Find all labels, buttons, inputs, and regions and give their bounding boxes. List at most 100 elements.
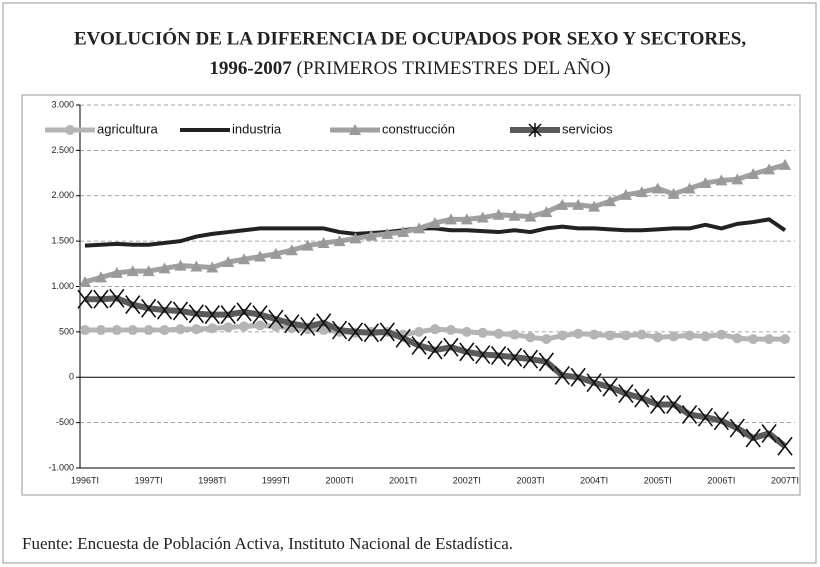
x-tick-label: 2000TI bbox=[326, 475, 354, 485]
y-tick-label: 2.000 bbox=[51, 190, 74, 200]
point bbox=[285, 244, 298, 256]
point bbox=[109, 288, 125, 308]
point bbox=[475, 345, 491, 365]
point bbox=[554, 365, 570, 385]
point bbox=[460, 213, 473, 225]
plot-frame bbox=[21, 94, 801, 496]
point bbox=[541, 334, 552, 345]
chart-title: EVOLUCIÓN DE LA DIFERENCIA DE OCUPADOS P… bbox=[74, 27, 746, 49]
point bbox=[491, 345, 507, 365]
x-tick-label: 1996TI bbox=[71, 475, 99, 485]
point bbox=[443, 337, 459, 357]
point bbox=[239, 321, 250, 332]
x-tick-label: 2002TI bbox=[453, 475, 481, 485]
x-tick-label: 2001TI bbox=[389, 475, 417, 485]
source: Fuente: Encuesta de Población Activa, In… bbox=[22, 534, 513, 553]
legend-label: construcción bbox=[382, 121, 455, 136]
point bbox=[586, 373, 602, 393]
point bbox=[556, 198, 569, 210]
point bbox=[141, 298, 157, 318]
point bbox=[174, 259, 187, 271]
legend-marker-shape bbox=[349, 124, 361, 135]
point bbox=[636, 329, 647, 340]
point bbox=[748, 334, 759, 345]
point bbox=[430, 324, 440, 335]
point bbox=[252, 305, 268, 325]
point bbox=[634, 388, 650, 408]
point bbox=[716, 329, 727, 340]
point bbox=[602, 377, 618, 397]
point bbox=[522, 349, 539, 369]
point bbox=[459, 342, 475, 362]
point bbox=[156, 300, 173, 320]
x-tick-label: 1999TI bbox=[262, 475, 290, 485]
point bbox=[506, 347, 523, 367]
point bbox=[159, 325, 170, 336]
subtitle: (PRIMEROS TRIMESTRES DEL AÑO) bbox=[297, 57, 611, 79]
point bbox=[127, 325, 138, 336]
point bbox=[557, 330, 568, 341]
point bbox=[316, 313, 332, 333]
point bbox=[684, 330, 695, 341]
point bbox=[333, 235, 346, 247]
point bbox=[700, 331, 711, 342]
point bbox=[699, 177, 712, 189]
point bbox=[206, 261, 219, 273]
series bbox=[84, 217, 787, 248]
legend-marker bbox=[349, 124, 361, 135]
point bbox=[365, 229, 378, 241]
point bbox=[540, 206, 553, 218]
point bbox=[223, 322, 234, 333]
point bbox=[411, 335, 427, 355]
point bbox=[268, 309, 284, 329]
point bbox=[779, 158, 791, 170]
point bbox=[445, 325, 456, 336]
point bbox=[668, 331, 679, 342]
y-tick-label: 3.000 bbox=[51, 99, 74, 109]
point bbox=[681, 404, 698, 424]
point bbox=[477, 327, 488, 338]
point bbox=[764, 334, 775, 345]
y-tick-label: -1.000 bbox=[48, 462, 74, 472]
point bbox=[349, 232, 362, 244]
y-tick-label: -500 bbox=[56, 417, 74, 427]
legend-label: agricultura bbox=[97, 121, 158, 136]
point bbox=[493, 328, 504, 339]
point bbox=[318, 325, 329, 336]
point bbox=[524, 210, 537, 222]
point bbox=[429, 216, 441, 228]
point bbox=[188, 304, 204, 324]
point bbox=[652, 332, 663, 343]
x-tick-label: 2006TI bbox=[707, 475, 735, 485]
point bbox=[126, 265, 139, 277]
point bbox=[207, 323, 218, 334]
point bbox=[667, 187, 680, 199]
point bbox=[492, 208, 505, 220]
point bbox=[236, 302, 252, 322]
legend-label: servicios bbox=[562, 121, 613, 136]
point bbox=[79, 275, 91, 287]
point bbox=[94, 271, 107, 283]
point bbox=[572, 198, 585, 210]
point bbox=[395, 328, 411, 348]
point bbox=[476, 211, 489, 223]
point bbox=[683, 182, 696, 194]
point bbox=[331, 320, 348, 340]
point bbox=[509, 329, 520, 340]
point bbox=[77, 289, 93, 309]
line bbox=[84, 217, 787, 248]
point bbox=[588, 200, 601, 212]
point bbox=[110, 266, 123, 278]
point bbox=[172, 301, 189, 321]
point bbox=[697, 407, 714, 427]
series bbox=[79, 158, 791, 287]
point bbox=[713, 411, 729, 431]
point bbox=[650, 394, 666, 414]
point bbox=[747, 167, 760, 179]
point bbox=[381, 227, 394, 239]
point bbox=[284, 314, 300, 334]
title-years: 1996-2007 bbox=[209, 58, 292, 79]
point bbox=[270, 321, 281, 332]
